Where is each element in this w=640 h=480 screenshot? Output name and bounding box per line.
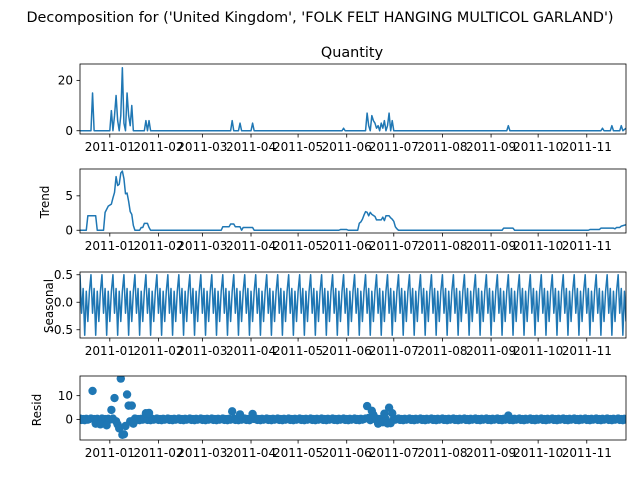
axes-frame (79, 271, 627, 339)
y-tick-label: 10 (58, 389, 73, 403)
x-tick-label: 2011-10 (513, 239, 563, 253)
x-tick-label: 2011-11 (562, 344, 612, 358)
x-tick-label: 2011-08 (417, 239, 467, 253)
panel-trend-ylabel: Trend (38, 186, 52, 220)
x-tick-label: 2011-08 (417, 344, 467, 358)
resid-point (88, 386, 97, 396)
seasonal-line (80, 274, 626, 336)
x-tick-label: 2011-05 (273, 140, 323, 154)
resid-point (227, 407, 237, 416)
x-tick-label: 2011-09 (466, 239, 516, 253)
x-tick-label: 2011-06 (322, 140, 372, 154)
x-tick-label: 2011-02 (133, 239, 183, 253)
x-tick-label: 2011-10 (513, 140, 563, 154)
resid-point (110, 393, 119, 403)
x-tick-label: 2011-04 (226, 239, 276, 253)
resid-point (622, 415, 626, 424)
x-tick-label: 2011-03 (177, 344, 227, 358)
resid-point (96, 420, 105, 429)
x-tick-label: 2011-05 (273, 446, 323, 460)
y-tick-label: 5 (65, 189, 73, 203)
x-tick-label: 2011-01 (85, 446, 135, 460)
panel-0-data (80, 67, 626, 132)
panel-3-data (80, 376, 626, 439)
y-tick-label: 0 (65, 223, 73, 237)
x-tick-label: 2011-07 (369, 239, 419, 253)
y-tick-label: 0.0 (54, 295, 73, 309)
y-tick-label: 0 (65, 413, 73, 427)
resid-point (102, 421, 111, 430)
series-line (80, 170, 626, 231)
resid-point (369, 410, 378, 420)
resid-point (248, 409, 257, 419)
x-tick-label: 2011-05 (273, 344, 323, 358)
panel-1-data (80, 170, 626, 231)
x-tick-label: 2011-07 (369, 344, 419, 358)
x-tick-label: 2011-02 (133, 446, 183, 460)
axes-frame (79, 63, 627, 135)
resid-point (127, 401, 136, 410)
panel-2-data (80, 274, 626, 336)
x-tick-label: 2011-03 (177, 140, 227, 154)
panel-resid: Resid 0102011-012011-022011-032011-04201… (30, 375, 627, 460)
resid-point (380, 409, 389, 418)
x-tick-label: 2011-02 (133, 140, 183, 154)
panel-resid-ylabel: Resid (30, 394, 44, 426)
panel-quantity-title: Quantity (321, 45, 384, 61)
resid-point (119, 430, 129, 439)
x-tick-label: 2011-01 (85, 344, 135, 358)
x-tick-label: 2011-04 (226, 344, 276, 358)
resid-point (129, 419, 138, 428)
x-tick-label: 2011-11 (562, 446, 612, 460)
x-tick-label: 2011-08 (417, 140, 467, 154)
y-tick-label: -0.5 (50, 323, 73, 337)
resid-point (388, 409, 397, 418)
resid-point (116, 376, 125, 383)
x-tick-label: 2011-08 (417, 446, 467, 460)
resid-point (386, 418, 395, 428)
x-tick-label: 2011-10 (513, 344, 563, 358)
x-tick-label: 2011-07 (369, 140, 419, 154)
x-tick-label: 2011-03 (177, 446, 227, 460)
x-tick-label: 2011-01 (85, 239, 135, 253)
x-tick-label: 2011-11 (562, 239, 612, 253)
resid-point (122, 390, 132, 399)
x-tick-label: 2011-04 (226, 446, 276, 460)
panel-trend: Trend 052011-012011-022011-032011-042011… (38, 168, 627, 253)
x-tick-label: 2011-01 (85, 140, 135, 154)
x-tick-label: 2011-05 (273, 239, 323, 253)
x-tick-label: 2011-06 (322, 344, 372, 358)
x-tick-label: 2011-02 (133, 344, 183, 358)
x-tick-label: 2011-10 (513, 446, 563, 460)
panel-seasonal: Seasonal -0.5 0.0 0.5 2011-012011-022011-03… (42, 268, 627, 358)
x-tick-label: 2011-04 (226, 140, 276, 154)
x-tick-label: 2011-11 (562, 140, 612, 154)
resid-point (235, 410, 245, 419)
x-tick-label: 2011-09 (466, 140, 516, 154)
y-tick-label: 0.5 (54, 268, 73, 282)
resid-point (107, 405, 116, 415)
x-tick-label: 2011-03 (177, 239, 227, 253)
figure-suptitle: Decomposition for ('United Kingdom', 'FO… (26, 10, 613, 26)
axes-frame (79, 375, 627, 441)
resid-point (504, 411, 513, 420)
y-tick-label: 0 (65, 124, 73, 138)
panel-seasonal-ylabel: Seasonal (42, 279, 56, 333)
panel-quantity: Quantity 0 20 2011-012011-022011-032011-04… (58, 45, 627, 154)
resid-point (144, 408, 154, 418)
x-tick-label: 2011-06 (322, 239, 372, 253)
y-tick-label: 20 (58, 74, 73, 88)
axes-frame (79, 168, 627, 234)
x-tick-label: 2011-09 (466, 344, 516, 358)
x-tick-label: 2011-09 (466, 446, 516, 460)
x-tick-label: 2011-07 (369, 446, 419, 460)
series-line (80, 67, 626, 132)
x-tick-label: 2011-06 (322, 446, 372, 460)
